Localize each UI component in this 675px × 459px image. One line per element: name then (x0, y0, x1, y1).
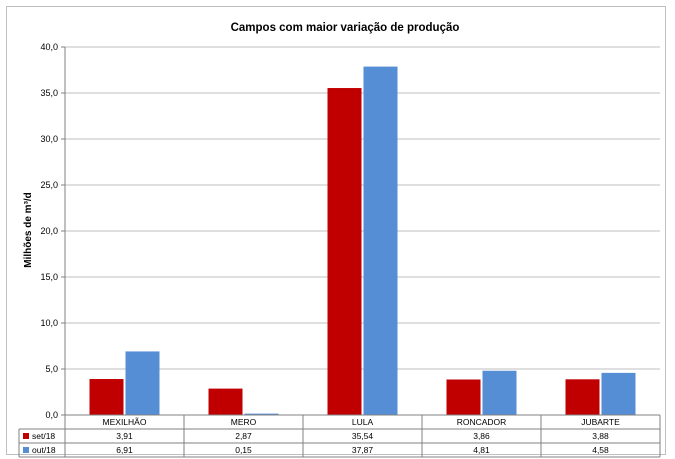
y-tick-label: 30,0 (40, 134, 58, 144)
bar-out-18-3 (482, 370, 517, 415)
y-tick-label: 20,0 (40, 226, 58, 236)
data-label: 6,91 (116, 445, 133, 455)
bar-set-18-1 (208, 388, 243, 415)
y-tick-label: 10,0 (40, 318, 58, 328)
bar-out-18-2 (363, 66, 398, 415)
category-label: LULA (352, 417, 374, 427)
bar-out-18-4 (601, 372, 636, 415)
y-tick-label: 15,0 (40, 272, 58, 282)
data-label: 2,87 (235, 431, 252, 441)
data-label: 0,15 (235, 445, 252, 455)
data-label: 3,88 (592, 431, 609, 441)
y-tick-label: 40,0 (40, 42, 58, 52)
bar-set-18-4 (565, 379, 600, 415)
category-label: RONCADOR (457, 417, 507, 427)
data-label: 4,58 (592, 445, 609, 455)
category-label: MEXILHÃO (103, 417, 147, 427)
y-tick-label: 5,0 (45, 364, 58, 374)
data-label: 35,54 (352, 431, 374, 441)
data-label: 3,91 (116, 431, 133, 441)
y-tick-label: 0,0 (45, 410, 58, 420)
legend-key (23, 433, 29, 439)
category-label: MERO (231, 417, 257, 427)
data-label: 3,86 (473, 431, 490, 441)
legend-key (23, 447, 29, 453)
data-label: 4,81 (473, 445, 490, 455)
legend-label: out/18 (32, 445, 56, 455)
bar-set-18-2 (327, 88, 362, 416)
chart-title: Campos com maior variação de produção (231, 22, 460, 34)
bar-set-18-0 (89, 379, 124, 415)
category-label: JUBARTE (581, 417, 620, 427)
bar-set-18-3 (446, 379, 481, 415)
y-axis-label: Milhões de m³/d (23, 192, 34, 268)
data-label: 37,87 (352, 445, 374, 455)
bar-out-18-1 (244, 413, 279, 415)
plot-area: 0,0 5,0 10,0 15,0 20,0 25,0 30,0 35,0 40,0 MEXILH… (18, 42, 661, 458)
y-tick-label: 25,0 (40, 180, 58, 190)
bar-out-18-0 (125, 351, 160, 415)
y-tick-label: 35,0 (40, 88, 58, 98)
legend-label: set/18 (32, 431, 55, 441)
